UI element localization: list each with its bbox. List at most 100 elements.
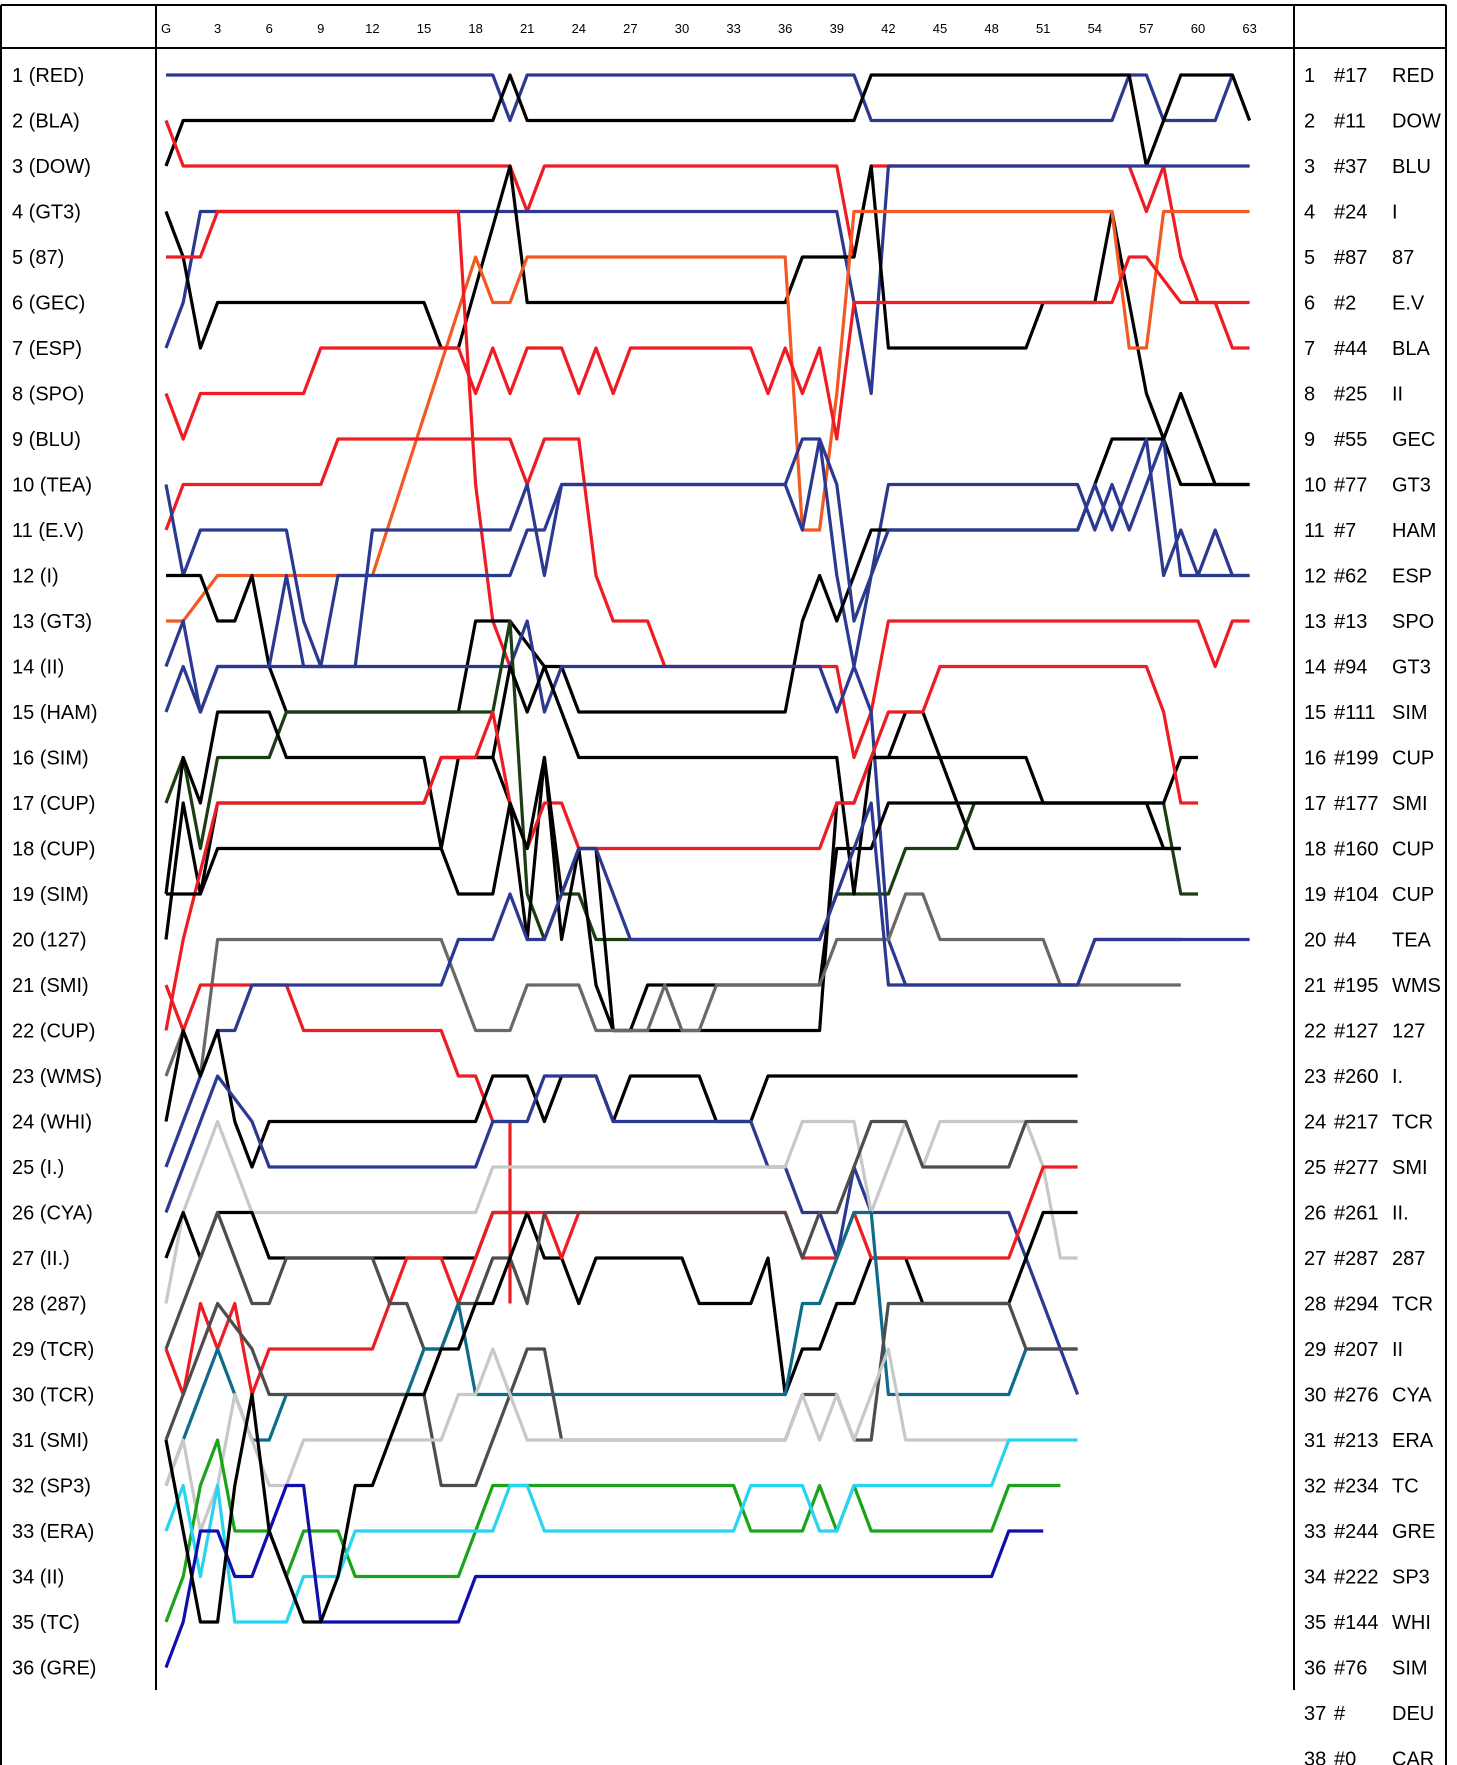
final-position: 16 <box>1304 748 1326 770</box>
start-grid-label: 4 (GT3) <box>12 202 81 224</box>
final-position: 7 <box>1304 338 1315 360</box>
position-trace-25 <box>164 1210 1078 1397</box>
team-name: BLA <box>1392 338 1430 360</box>
car-number: #287 <box>1334 1248 1379 1270</box>
team-name: I. <box>1392 1066 1403 1088</box>
position-trace-21 <box>164 801 1181 1168</box>
car-number: #261 <box>1334 1203 1379 1225</box>
final-position: 28 <box>1304 1294 1326 1316</box>
start-grid-label: 27 (II.) <box>12 1248 70 1270</box>
final-classification-row: 3 #37 BLU <box>1304 156 1431 178</box>
start-grid-label: 7 (ESP) <box>12 338 82 360</box>
position-trace-17 <box>164 664 1198 1031</box>
x-tick-label: 45 <box>933 21 947 36</box>
start-grid-label: 9 (BLU) <box>12 429 81 451</box>
final-position: 4 <box>1304 202 1315 224</box>
position-trace-22 <box>164 1028 1078 1169</box>
team-name: GEC <box>1392 429 1435 451</box>
x-tick-label: 57 <box>1139 21 1153 36</box>
team-name: CUP <box>1392 884 1434 906</box>
final-classification-row: 15 #111 SIM <box>1304 702 1428 724</box>
final-classification-row: 20 #4 TEA <box>1304 930 1432 952</box>
x-tick-label: 27 <box>623 21 637 36</box>
final-classification-row: 32 #234 TC <box>1304 1476 1419 1498</box>
final-classification-row: 12 #62 ESP <box>1304 566 1432 588</box>
team-name: E.V <box>1392 293 1425 315</box>
x-tick-label: 54 <box>1088 21 1102 36</box>
car-number: #2 <box>1334 293 1356 315</box>
start-grid-label: 3 (DOW) <box>12 156 91 178</box>
final-position: 20 <box>1304 930 1326 952</box>
final-classification-row: 35 #144 WHI <box>1304 1612 1431 1634</box>
position-trace-34 <box>164 1211 529 1624</box>
car-number: #24 <box>1334 202 1367 224</box>
final-classification-row: 8 #25 II <box>1304 384 1403 406</box>
final-classification-labels: 1 #17 RED 2 #11 DOW 3 #37 BLU 4 #24 I 5 #87 87 6 #2 E.V 7 #… <box>1304 65 1441 1765</box>
final-position: 11 <box>1304 520 1325 542</box>
car-number: #213 <box>1334 1430 1379 1452</box>
start-grid-label: 5 (87) <box>12 247 64 269</box>
x-tick-label: 18 <box>468 21 482 36</box>
final-position: 2 <box>1304 111 1315 133</box>
x-tick-label: 42 <box>881 21 895 36</box>
x-tick-label: 63 <box>1242 21 1256 36</box>
car-number: #25 <box>1334 384 1367 406</box>
final-position: 21 <box>1304 975 1326 997</box>
final-classification-row: 23 #260 I. <box>1304 1066 1403 1088</box>
final-position: 6 <box>1304 293 1315 315</box>
final-position: 24 <box>1304 1112 1326 1134</box>
final-position: 19 <box>1304 884 1326 906</box>
start-grid-label: 35 (TC) <box>12 1612 80 1634</box>
car-number: #0 <box>1334 1749 1356 1765</box>
final-classification-row: 11 #7 HAM <box>1304 520 1436 542</box>
car-number: #62 <box>1334 566 1367 588</box>
final-position: 12 <box>1304 566 1326 588</box>
position-trace-8 <box>164 255 1250 441</box>
start-grid-label: 14 (II) <box>12 657 64 679</box>
car-number: #44 <box>1334 338 1367 360</box>
car-number: #104 <box>1334 884 1379 906</box>
car-number: #177 <box>1334 793 1379 815</box>
final-position: 37 <box>1304 1703 1326 1725</box>
start-grid-label: 31 (SMI) <box>12 1430 89 1452</box>
start-grid-label: 2 (BLA) <box>12 111 80 133</box>
team-name: GT3 <box>1392 475 1431 497</box>
car-number: #244 <box>1334 1521 1379 1543</box>
position-trace-15 <box>164 664 1198 896</box>
car-number: # <box>1334 1703 1346 1725</box>
position-trace-3 <box>164 119 1250 350</box>
x-tick-label: 36 <box>778 21 792 36</box>
x-tick-label: 24 <box>572 21 586 36</box>
team-name: WHI <box>1392 1612 1431 1634</box>
car-number: #199 <box>1334 748 1379 770</box>
position-trace-24 <box>164 1119 1078 1304</box>
final-classification-row: 13 #13 SPO <box>1304 611 1434 633</box>
team-name: CYA <box>1392 1385 1432 1407</box>
final-classification-row: 27 #287 287 <box>1304 1248 1425 1270</box>
start-grid-label: 17 (CUP) <box>12 793 95 815</box>
final-classification-row: 16 #199 CUP <box>1304 748 1434 770</box>
team-name: II <box>1392 384 1403 406</box>
position-trace-12 <box>164 437 1250 714</box>
x-tick-label: 6 <box>266 21 273 36</box>
final-classification-row: 28 #294 TCR <box>1304 1294 1433 1316</box>
final-classification-row: 7 #44 BLA <box>1304 338 1430 360</box>
position-trace-1 <box>166 73 1234 123</box>
final-position: 17 <box>1304 793 1326 815</box>
car-number: #127 <box>1334 1021 1379 1043</box>
team-name: 287 <box>1392 1248 1425 1270</box>
position-trace-10 <box>164 437 1250 669</box>
car-number: #294 <box>1334 1294 1379 1316</box>
position-trace-18 <box>166 755 1181 1033</box>
team-name: 127 <box>1392 1021 1425 1043</box>
position-trace-11 <box>166 391 1250 714</box>
final-position: 15 <box>1304 702 1326 724</box>
car-number: #276 <box>1334 1385 1379 1407</box>
x-tick-label: 9 <box>317 21 324 36</box>
team-name: I <box>1392 202 1398 224</box>
team-name: SIM <box>1392 1658 1428 1680</box>
car-number: #195 <box>1334 975 1379 997</box>
team-name: GRE <box>1392 1521 1435 1543</box>
final-position: 25 <box>1304 1157 1326 1179</box>
